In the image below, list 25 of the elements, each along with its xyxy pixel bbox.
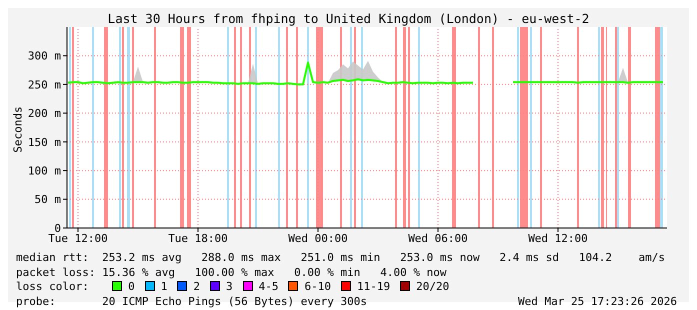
text: median rtt: 253.2 ms avg 288.0 ms max 251.0 ms min 253.0 ms now 2.4 ms sd 104.2 am/s [16, 251, 666, 266]
text: packet loss: 15.36 % avg 100.00 % max 0.00 % min 4.00 % now [16, 266, 448, 280]
y-tick-label: 100 m [28, 164, 62, 178]
legend-label: 1 [160, 280, 168, 293]
legend-label: 11-19 [356, 280, 390, 293]
x-tick-label: Wed 00:00 [288, 232, 348, 245]
x-tick-label: Wed 12:00 [528, 232, 588, 245]
legend-label: 3 [224, 280, 233, 293]
y-tick-label: 150 m [28, 136, 62, 149]
legend-label: 4-5 [258, 280, 278, 293]
y-tick-label: 300 m [28, 50, 62, 63]
x-tick-label: Wed 06:00 [408, 232, 468, 245]
y-axis-title: Seconds [12, 105, 24, 155]
legend-label: 0 [127, 280, 135, 293]
text: Wed Mar 25 17:23:26 2026 [518, 294, 677, 309]
x-tick-label: Tue 18:00 [168, 232, 228, 245]
y-tick-label: 250 m [28, 78, 62, 92]
legend-title: loss color: [16, 280, 90, 293]
text: probe: 20 ICMP Echo Pings (56 Bytes) every 300s [16, 294, 367, 308]
chart-title: Last 30 Hours from fhping to United Kingdom (London) - eu-west-2 [106, 11, 590, 26]
legend-label: 20/20 [415, 280, 450, 293]
legend-label: 2 [192, 280, 200, 293]
y-tick-label: 200 m [28, 107, 62, 120]
y-tick-label: 50 m [34, 193, 62, 206]
legend-label: 6-10 [303, 280, 331, 293]
